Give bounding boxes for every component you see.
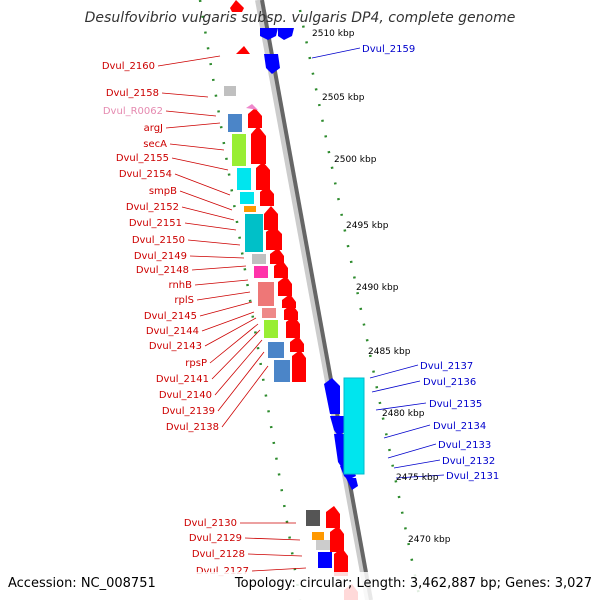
- gene-label[interactable]: Dvul_2133: [438, 440, 491, 451]
- genome-backbone: [255, 0, 373, 600]
- kbp-label: 2495 kbp: [346, 221, 389, 231]
- gene-label[interactable]: Dvul_2136: [423, 377, 476, 388]
- gene-label[interactable]: rplS: [174, 295, 194, 306]
- kbp-label: 2505 kbp: [322, 93, 365, 103]
- gene-label[interactable]: Dvul_2159: [362, 44, 415, 55]
- gene-box-rose: [262, 308, 276, 318]
- gene-label[interactable]: Dvul_2131: [446, 471, 499, 482]
- right-gene-labels: Dvul_2159 Dvul_2137 Dvul_2136 Dvul_2135 …: [362, 44, 499, 482]
- gene-box-pink: [258, 282, 274, 306]
- left-label-leaders: [157, 55, 307, 572]
- gene-label[interactable]: Dvul_2127: [196, 566, 249, 577]
- gene-box-steelblue-2: [268, 342, 284, 358]
- reverse-feature-boxes: [224, 86, 332, 568]
- gene-box-silver-2: [316, 540, 330, 550]
- gene-label[interactable]: Dvul_2129: [189, 533, 242, 544]
- gene-box-steelblue: [228, 114, 242, 132]
- kbp-label: 2480 kbp: [382, 409, 425, 419]
- gene-label[interactable]: Dvul_2143: [149, 341, 202, 352]
- kbp-label: 2490 kbp: [356, 283, 399, 293]
- gene-label[interactable]: Dvul_2154: [119, 169, 172, 180]
- map-title: Desulfovibrio vulgaris subsp. vulgaris D…: [85, 10, 516, 26]
- gene-box-magenta: [254, 266, 268, 278]
- gene-box-blue: [318, 552, 332, 568]
- rna-feature: [246, 104, 258, 110]
- gene-box-orange-2: [312, 532, 324, 540]
- gene-label[interactable]: Dvul_2158: [106, 88, 159, 99]
- gene-box-silver: [252, 254, 266, 264]
- kbp-label: 2500 kbp: [334, 155, 377, 165]
- kbp-label: 2470 kbp: [408, 535, 451, 545]
- gene-label[interactable]: argJ: [144, 123, 163, 134]
- gene-box-gray: [224, 86, 236, 96]
- accession-text: Accession: NC_008751: [8, 576, 156, 591]
- gene-label[interactable]: Dvul_R0062: [103, 106, 163, 117]
- gene-label[interactable]: Dvul_2152: [126, 202, 179, 213]
- gene-label[interactable]: Dvul_2132: [442, 456, 495, 467]
- right-label-leaders: [311, 47, 445, 479]
- gene-label[interactable]: Dvul_2149: [134, 251, 187, 262]
- kbp-label: 2485 kbp: [368, 347, 411, 357]
- genome-summary-text: Topology: circular; Length: 3,462,887 bp…: [234, 576, 592, 591]
- gene-box-steelblue-3: [274, 360, 290, 382]
- gene-box-orange: [244, 206, 256, 212]
- gene-label[interactable]: Dvul_2130: [184, 518, 237, 529]
- gene-label[interactable]: secA: [143, 139, 167, 150]
- kbp-label: 2510 kbp: [312, 29, 355, 39]
- inner-tick-ring: [198, 0, 302, 600]
- left-gene-labels: Dvul_2160 Dvul_2158 Dvul_R0062 argJ secA…: [102, 61, 249, 577]
- gene-box-lime-2: [264, 320, 278, 338]
- gene-label[interactable]: Dvul_2140: [159, 390, 212, 401]
- gene-label[interactable]: Dvul_2135: [429, 399, 482, 410]
- gene-label[interactable]: Dvul_2160: [102, 61, 155, 72]
- gene-box-lime: [232, 134, 246, 166]
- gene-label[interactable]: Dvul_2128: [192, 549, 245, 560]
- gene-label[interactable]: Dvul_2134: [433, 421, 486, 432]
- gene-label[interactable]: Dvul_2150: [132, 235, 185, 246]
- gene-label[interactable]: Dvul_2151: [129, 218, 182, 229]
- gene-label[interactable]: rnhB: [169, 280, 193, 291]
- gene-label[interactable]: rpsP: [185, 358, 207, 369]
- gene-box-cyan: [237, 168, 251, 190]
- gene-label[interactable]: smpB: [149, 186, 177, 197]
- gene-label[interactable]: Dvul_2155: [116, 153, 169, 164]
- gene-label[interactable]: Dvul_2138: [166, 422, 219, 433]
- forward-cds-arrows: [230, 0, 358, 600]
- gene-box-cyan-2: [240, 192, 254, 204]
- gene-label[interactable]: Dvul_2148: [136, 265, 189, 276]
- gene-label[interactable]: Dvul_2144: [146, 326, 199, 337]
- gene-label[interactable]: Dvul_2141: [156, 374, 209, 385]
- gene-label[interactable]: Dvul_2137: [420, 361, 473, 372]
- kbp-tick-labels: 2510 kbp 2505 kbp 2500 kbp 2495 kbp 2490…: [312, 29, 451, 545]
- gene-box-darkgray: [306, 510, 320, 526]
- kbp-label: 2475 kbp: [396, 473, 439, 483]
- footer-backdrop: [0, 572, 600, 600]
- outer-cyan-feature: [343, 377, 365, 475]
- gene-label[interactable]: Dvul_2145: [144, 311, 197, 322]
- gene-box-teal: [245, 214, 263, 252]
- gene-label[interactable]: Dvul_2139: [162, 406, 215, 417]
